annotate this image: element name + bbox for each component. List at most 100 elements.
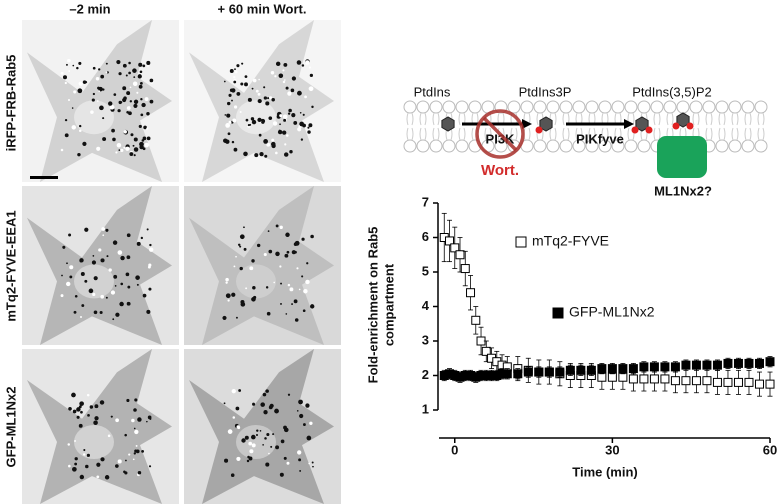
vesicle	[286, 134, 289, 137]
lipid-head	[468, 100, 482, 114]
vesicle	[128, 453, 131, 456]
vesicle	[87, 413, 90, 417]
lipid-head	[741, 139, 755, 153]
vesicle	[80, 271, 85, 276]
vesicle	[223, 402, 226, 405]
vesicle	[115, 464, 119, 468]
vesicle	[268, 96, 273, 100]
vesicle	[289, 149, 293, 154]
vesicle	[110, 415, 113, 418]
vesicle	[126, 301, 131, 306]
vesicle	[122, 63, 127, 68]
vesicle	[280, 439, 285, 444]
vesicle	[263, 86, 266, 89]
vesicle	[98, 68, 101, 71]
cell	[189, 20, 334, 182]
lipid-head	[520, 100, 534, 114]
vesicle	[132, 458, 135, 461]
marker	[681, 376, 691, 386]
nucleus	[74, 100, 114, 135]
lipid-tail	[614, 112, 622, 141]
vesicle	[126, 398, 130, 403]
vesicle	[275, 151, 278, 155]
vesicle	[247, 97, 252, 102]
marker	[649, 374, 659, 384]
vesicle	[254, 153, 259, 158]
vesicle	[108, 268, 112, 272]
vesicle	[282, 80, 286, 84]
vesicle	[149, 99, 154, 104]
vesicle	[126, 255, 131, 260]
lipid-head	[702, 100, 716, 114]
vesicle	[282, 130, 287, 135]
vesicle	[285, 313, 288, 315]
vesicle	[72, 409, 77, 414]
marker	[639, 374, 649, 384]
marker	[691, 376, 701, 386]
vesicle	[236, 92, 241, 96]
legend-label: GFP-ML1Nx2	[569, 304, 655, 320]
marker	[618, 364, 628, 374]
vesicle	[67, 98, 71, 102]
lipid-head	[637, 139, 651, 153]
cell	[27, 186, 172, 345]
vesicle	[268, 116, 273, 120]
marker	[754, 379, 764, 389]
lipid-head	[585, 100, 599, 114]
vesicle	[278, 73, 284, 79]
lipid-head	[533, 100, 547, 114]
vesicle	[144, 142, 149, 148]
vesicle	[296, 60, 302, 65]
vesicle	[225, 277, 229, 282]
vesicle	[138, 84, 143, 89]
vesicle	[110, 290, 116, 295]
vesicle	[118, 100, 122, 105]
vesicle	[86, 453, 90, 457]
marker	[597, 372, 607, 382]
vesicle	[128, 61, 131, 65]
vesicle	[96, 100, 99, 102]
vesicle	[100, 258, 105, 263]
vesicle	[140, 98, 143, 101]
legend-marker	[552, 307, 564, 319]
lipid-head	[416, 100, 430, 114]
vesicle	[236, 425, 240, 429]
vesicle	[245, 287, 248, 290]
vesicle	[132, 81, 138, 87]
vesicle	[142, 136, 147, 141]
vesicle	[307, 126, 310, 129]
marker	[691, 360, 701, 370]
vesicle	[233, 80, 237, 84]
marker	[597, 364, 607, 374]
marker	[455, 250, 465, 260]
vesicle	[282, 69, 285, 72]
phosphate	[535, 126, 543, 134]
phosphate	[686, 122, 694, 130]
vesicle	[107, 434, 111, 438]
vesicle	[147, 65, 149, 67]
vesicle	[233, 75, 236, 79]
vesicle	[222, 315, 227, 320]
lipid-tail	[458, 112, 466, 141]
vesicle	[225, 293, 231, 299]
vesicle	[268, 452, 270, 455]
vesicle	[262, 392, 267, 397]
vesicle	[305, 60, 310, 65]
lipid-head	[624, 139, 638, 153]
vesicle	[249, 449, 254, 454]
vesicle	[109, 104, 115, 110]
vesicle	[256, 243, 261, 248]
vesicle	[137, 470, 142, 475]
vesicle	[91, 98, 95, 102]
vesicle	[105, 71, 108, 74]
vesicle	[133, 408, 137, 412]
vesicle	[85, 464, 89, 469]
vesicle	[308, 123, 313, 128]
vesicle	[305, 279, 310, 285]
vesicle	[235, 255, 237, 258]
vesicle	[97, 86, 100, 90]
vesicle	[301, 275, 304, 278]
vesicle	[65, 63, 68, 66]
vesicle	[73, 90, 77, 94]
vesicle	[130, 133, 134, 137]
